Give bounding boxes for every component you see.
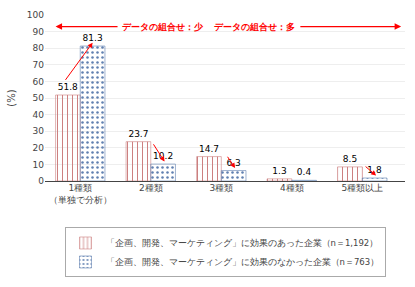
svg-text:5種類以上: 5種類以上 <box>341 183 383 193</box>
svg-text:4種類: 4種類 <box>280 183 304 193</box>
svg-text:10: 10 <box>33 160 45 170</box>
svg-text:14.7: 14.7 <box>199 144 219 154</box>
svg-text:40: 40 <box>33 110 45 120</box>
svg-text:6.3: 6.3 <box>226 158 240 168</box>
svg-text:50: 50 <box>33 93 45 103</box>
svg-text:3種類: 3種類 <box>209 183 233 193</box>
svg-text:「企画、開発、マーケティング」に効果のあった企業（n＝1,1: 「企画、開発、マーケティング」に効果のあった企業（n＝1,192） <box>106 238 379 248</box>
svg-text:0.4: 0.4 <box>297 167 312 177</box>
svg-text:20: 20 <box>33 143 45 153</box>
svg-text:100: 100 <box>27 10 44 20</box>
svg-text:51.8: 51.8 <box>58 82 78 92</box>
svg-text:80: 80 <box>33 43 45 53</box>
svg-text:0: 0 <box>38 176 44 186</box>
svg-text:データの組合せ：多: データの組合せ：多 <box>214 22 295 32</box>
svg-text:60: 60 <box>33 77 45 87</box>
svg-text:1種類（単独で分析）: 1種類（単独で分析） <box>49 183 112 205</box>
svg-text:1.3: 1.3 <box>272 166 286 176</box>
svg-text:データの組合せ：少: データの組合せ：少 <box>122 22 204 32</box>
svg-text:(%): (%) <box>6 89 17 106</box>
svg-text:「企画、開発、マーケティング」に効果のなかった企業（n＝76: 「企画、開発、マーケティング」に効果のなかった企業（n＝763） <box>106 257 380 267</box>
svg-text:90: 90 <box>33 27 45 37</box>
svg-text:30: 30 <box>33 126 45 136</box>
svg-text:8.5: 8.5 <box>343 154 357 164</box>
svg-text:70: 70 <box>33 60 45 70</box>
svg-text:2種類: 2種類 <box>139 183 163 193</box>
svg-text:1.8: 1.8 <box>367 165 382 175</box>
svg-text:23.7: 23.7 <box>128 129 148 139</box>
svg-text:81.3: 81.3 <box>83 33 103 43</box>
svg-text:10.2: 10.2 <box>153 151 173 161</box>
